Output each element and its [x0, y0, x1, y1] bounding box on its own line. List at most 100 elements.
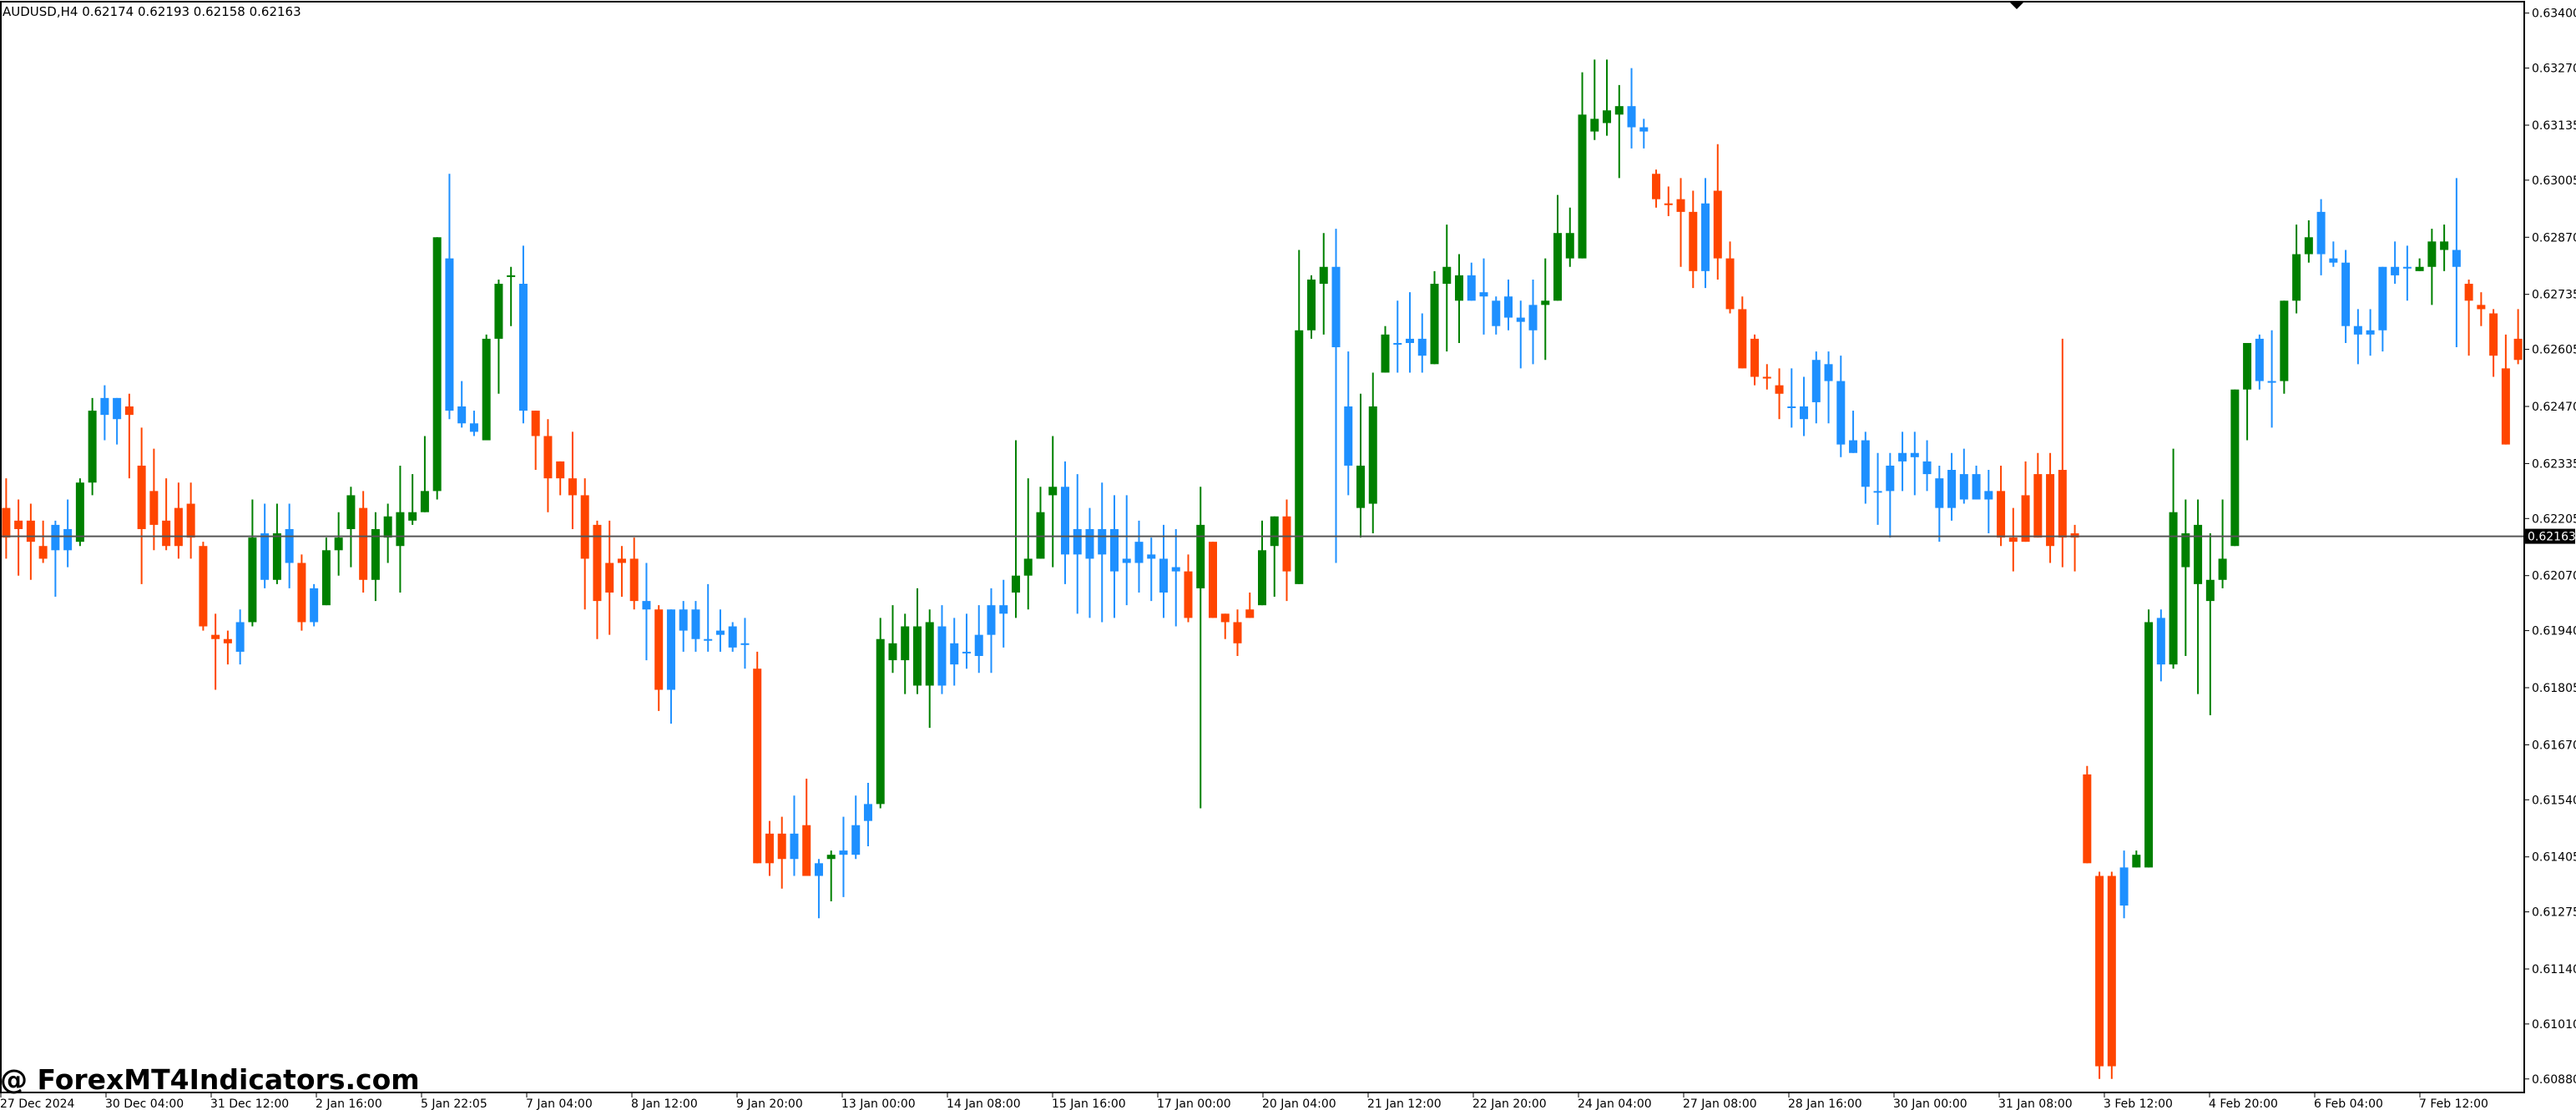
x-tick-label: 4 Feb 20:00: [2209, 1097, 2278, 1110]
candle-body: [285, 528, 294, 563]
y-axis: 0.63400 0.63270 0.63135 0.63005 0.62870 0.627…: [2524, 8, 2576, 1087]
x-tick-label: 15 Jan 16:00: [1052, 1097, 1126, 1110]
candle-body: [1898, 452, 1907, 462]
candle-body: [1959, 474, 1968, 500]
x-tick-label: 27 Jan 08:00: [1683, 1097, 1757, 1110]
candle-body: [1479, 292, 1488, 297]
candle-body: [568, 478, 577, 496]
candle-body: [199, 546, 208, 627]
x-tick-label: 21 Jan 12:00: [1367, 1097, 1442, 1110]
candle-body: [211, 634, 220, 639]
candle-body: [839, 850, 848, 855]
candle-body: [100, 397, 109, 416]
candle-body: [113, 397, 122, 420]
candle-body: [2205, 579, 2215, 602]
y-tick-label: 0.62470: [2532, 401, 2576, 414]
candle-body: [1639, 127, 1649, 132]
candle-body: [432, 237, 442, 492]
candle-body: [2181, 533, 2190, 568]
candle-body: [1147, 554, 1156, 559]
candle-body: [272, 533, 281, 580]
candle-body: [63, 528, 73, 551]
candle-body: [2366, 330, 2375, 335]
x-tick-label: 30 Dec 04:00: [105, 1097, 184, 1110]
candle-body: [2427, 241, 2437, 267]
candle-body: [1098, 528, 1107, 555]
candle-body: [482, 338, 491, 441]
x-tick-label: 27 Dec 2024: [0, 1097, 75, 1110]
candle-body: [2280, 300, 2289, 381]
candle-body: [912, 626, 922, 686]
y-tick-label: 0.62735: [2532, 289, 2576, 302]
candle-body: [1578, 114, 1587, 259]
candle-body: [1258, 550, 1266, 606]
candle-body: [2144, 622, 2154, 868]
y-tick-label: 0.62335: [2532, 457, 2576, 471]
candle-body: [1935, 478, 1944, 508]
candle-body: [445, 258, 454, 411]
candle-body: [1109, 528, 1119, 572]
candle-body: [1085, 528, 1094, 559]
candle-body: [2021, 495, 2030, 542]
candle-body: [2255, 338, 2264, 381]
y-tick-label: 0.61140: [2532, 963, 2576, 976]
candle-body: [531, 411, 540, 436]
candle-body: [1541, 300, 1550, 305]
x-tick-label: 5 Jan 22:05: [421, 1097, 487, 1110]
candle-body: [1553, 233, 1563, 301]
candle-body: [1861, 440, 1870, 487]
candle-body: [2316, 211, 2326, 255]
candle-body: [1011, 575, 1020, 593]
candle-body: [174, 507, 183, 547]
candle-body: [1590, 119, 1599, 132]
candle-body: [1048, 487, 1058, 496]
candle-body: [974, 634, 983, 656]
candle-body: [987, 605, 996, 635]
candle-body: [642, 601, 651, 610]
x-tick-label: 6 Feb 04:00: [2314, 1097, 2383, 1110]
candle-body: [1972, 474, 1981, 500]
candle-body: [518, 284, 528, 411]
candle-body: [2132, 855, 2141, 868]
candle-body: [814, 863, 823, 876]
candle-body: [1492, 300, 1501, 326]
candle-body: [359, 507, 368, 580]
candle-body: [2329, 258, 2338, 263]
candle-body: [1811, 360, 1821, 402]
candle-body: [2008, 537, 2018, 542]
candle-body: [2243, 342, 2252, 390]
candle-body: [1504, 296, 1513, 318]
candle-body: [1393, 342, 1402, 345]
candle-body: [14, 520, 23, 529]
candle-body: [2169, 512, 2178, 665]
candle-body: [1701, 203, 1710, 271]
candle-body: [1406, 338, 1415, 343]
y-tick-label: 0.62870: [2532, 231, 2576, 245]
candle-body: [580, 495, 589, 559]
candle-body: [1910, 452, 1919, 457]
y-tick-label: 0.60880: [2532, 1073, 2576, 1087]
candle-body: [863, 804, 872, 821]
candle-body: [556, 461, 565, 479]
candle-body: [371, 528, 380, 580]
candle-body: [728, 626, 737, 648]
candle-body: [1762, 376, 1771, 379]
x-tick-label: 31 Jan 08:00: [1998, 1097, 2073, 1110]
y-tick-label: 0.61010: [2532, 1018, 2576, 1032]
candle-body: [2, 507, 11, 538]
candle-body: [605, 563, 614, 593]
watermark: @ ForexMT4Indicators.com: [0, 1063, 420, 1096]
candle-body: [950, 643, 959, 665]
candle-body: [124, 406, 134, 416]
x-tick-label: 9 Jan 20:00: [736, 1097, 803, 1110]
candle-body: [777, 833, 786, 860]
candle-body: [740, 643, 750, 645]
candle-body: [88, 411, 97, 483]
y-tick-label: 0.63135: [2532, 119, 2576, 133]
candle-body: [310, 588, 319, 623]
candle-body: [2046, 474, 2055, 547]
x-tick-label: 13 Jan 00:00: [841, 1097, 916, 1110]
candle-body: [543, 436, 553, 479]
candle-body: [1676, 199, 1685, 212]
candle-body: [1627, 106, 1636, 128]
